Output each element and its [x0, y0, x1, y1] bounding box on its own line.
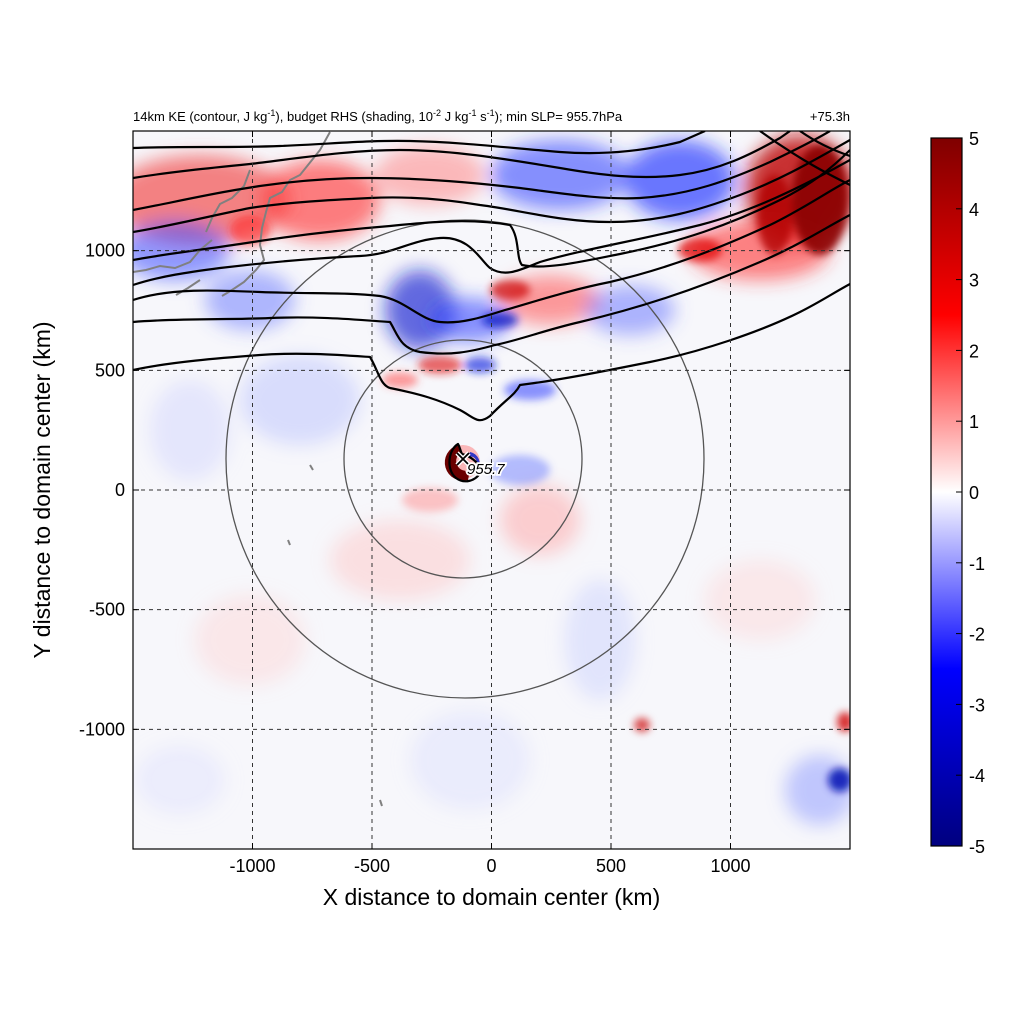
colorbar-tick-label: 1	[969, 412, 979, 432]
x-axis: -1000 -500 0 500 1000	[229, 131, 751, 876]
chart-title: 14km KE (contour, J kg-1), budget RHS (s…	[133, 108, 623, 124]
x-axis-label: X distance to domain center (km)	[323, 884, 660, 910]
storm-center-cross-icon	[456, 452, 470, 466]
colorbar-tick-label: 0	[969, 483, 979, 503]
colorbar-tick-label: -3	[969, 695, 985, 715]
y-tick-label: -1000	[79, 719, 125, 739]
time-label: +75.3h	[810, 109, 850, 124]
colorbar-tick-label: -1	[969, 554, 985, 574]
x-tick-label: -1000	[229, 856, 275, 876]
colorbar-ticks: 5 4 3 2 1 0 -1 -2 -3 -4 -5	[956, 129, 985, 857]
colorbar: 5 4 3 2 1 0 -1 -2 -3 -4 -5	[930, 129, 985, 857]
x-tick-label: 1000	[710, 856, 750, 876]
colorbar-tick-label: -4	[969, 766, 985, 786]
colorbar-tick-label: 4	[969, 200, 979, 220]
y-axis-label: Y distance to domain center (km)	[29, 321, 55, 658]
colorbar-tick-label: 2	[969, 341, 979, 361]
storm-slp-label: 955.7	[467, 461, 505, 478]
colorbar-tick-label: -5	[969, 837, 985, 857]
y-tick-label: 1000	[85, 241, 125, 261]
x-tick-label: -500	[354, 856, 390, 876]
y-tick-label: -500	[89, 600, 125, 620]
colorbar-tick-label: 5	[969, 129, 979, 149]
range-ring-1000km	[225, 219, 705, 699]
x-tick-label: 0	[486, 856, 496, 876]
ke-contours	[133, 131, 850, 483]
y-axis: -1000 -500 0 500 1000	[79, 241, 850, 739]
colorbar-tick-label: -2	[969, 625, 985, 645]
range-ring-500km	[343, 339, 583, 579]
y-tick-label: 0	[115, 480, 125, 500]
colorbar-tick-label: 3	[969, 271, 979, 291]
y-tick-label: 500	[95, 360, 125, 380]
x-tick-label: 500	[596, 856, 626, 876]
plot-area: 955.7	[133, 131, 850, 849]
